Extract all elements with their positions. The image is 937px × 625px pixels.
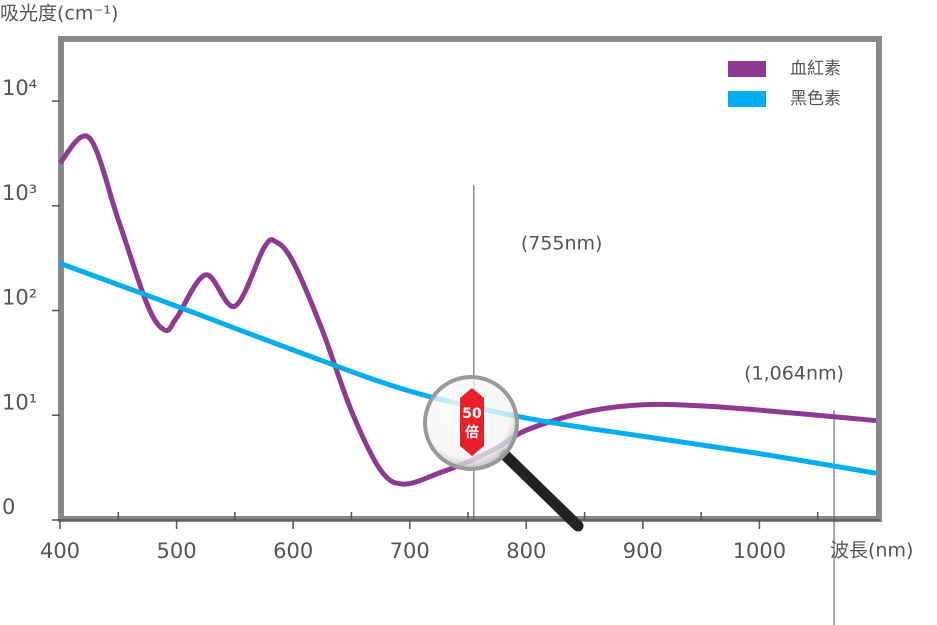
y-tick-label: 10¹ — [2, 390, 37, 414]
marker-label: (755nm) — [521, 233, 603, 255]
x-tick-label: 1000 — [733, 539, 786, 563]
legend-label: 黑色素 — [790, 89, 841, 109]
x-tick-label: 500 — [157, 539, 197, 563]
x-tick-label: 700 — [390, 539, 430, 563]
x-tick-label: 400 — [40, 539, 80, 563]
legend-swatch — [728, 91, 766, 107]
x-axis-label: 波長(nm) — [830, 540, 913, 562]
x-tick-label: 800 — [506, 539, 546, 563]
legend-label: 血紅素 — [790, 59, 841, 79]
plot-frame — [58, 36, 882, 522]
marker-label: (1,064nm) — [744, 363, 844, 385]
magnifier: 50 倍 — [423, 375, 584, 532]
y-axis-label: 吸光度(cm⁻¹) — [0, 3, 118, 25]
y-tick-label: 10² — [2, 286, 37, 310]
y-tick-label: 10⁴ — [2, 76, 37, 100]
legend-swatch — [728, 61, 766, 77]
series-line — [58, 133, 877, 487]
badge-text: 倍 — [465, 424, 479, 441]
y-tick-label: 0 — [2, 495, 15, 519]
badge — [460, 388, 484, 456]
y-tick-label: 10³ — [2, 181, 37, 205]
magnifier-handle — [499, 449, 584, 532]
x-tick-label: 600 — [273, 539, 313, 563]
badge-text: 50 — [462, 406, 482, 422]
x-tick-label: 900 — [623, 539, 663, 563]
